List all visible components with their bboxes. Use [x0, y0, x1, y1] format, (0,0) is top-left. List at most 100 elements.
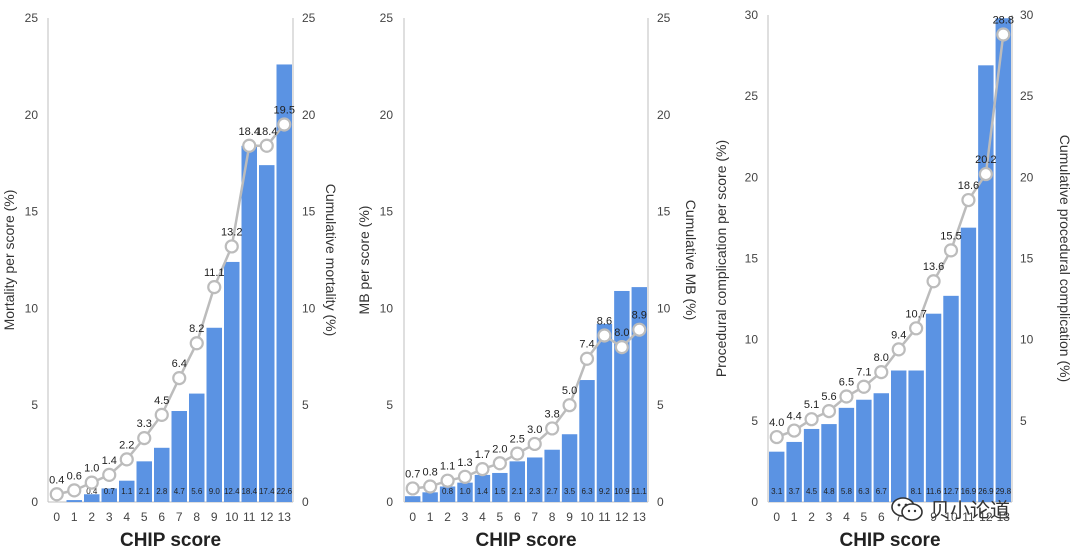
- bar: [66, 500, 82, 502]
- bar: [189, 393, 205, 502]
- y-tick-label: 15: [380, 205, 394, 219]
- y2-tick-label: 20: [657, 108, 671, 122]
- x-tick-label: 7: [895, 510, 902, 524]
- bar: [492, 472, 508, 502]
- cumulative-point: [821, 403, 837, 419]
- x-tick-label: 8: [549, 510, 556, 524]
- cumulative-point: [224, 239, 239, 254]
- bar-value-label: 2.1: [512, 487, 524, 496]
- cumulative-value-label: 19.5: [274, 104, 295, 116]
- bar: [908, 370, 924, 502]
- x-tick-label: 5: [497, 510, 504, 524]
- y2-tick-label: 20: [1020, 170, 1034, 184]
- y2-tick-label: 15: [657, 205, 671, 219]
- cumulative-value-label: 1.7: [475, 449, 490, 461]
- cumulative-point: [102, 467, 117, 482]
- x-tick-label: 12: [260, 510, 274, 524]
- y2-tick-label: 25: [1020, 89, 1034, 103]
- bar: [544, 449, 560, 502]
- y2-tick-label: 15: [1020, 252, 1034, 266]
- bar-value-label: 3.5: [564, 487, 576, 496]
- bar-value-label: 12.4: [224, 487, 240, 496]
- cumulative-point: [943, 243, 959, 258]
- x-tick-label: 0: [409, 510, 416, 524]
- bar: [171, 411, 187, 502]
- bar: [241, 145, 257, 502]
- bar-value-label: 8.1: [911, 487, 923, 496]
- x-tick-label: 10: [944, 510, 958, 524]
- x-tick-label: 4: [479, 510, 486, 524]
- cumulative-value-label: 1.3: [457, 457, 472, 469]
- bar-value-label: 6.3: [581, 487, 593, 496]
- cumulative-point: [154, 407, 169, 422]
- bar-value-label: 5.6: [191, 487, 203, 496]
- watermark-text: 贝小论道: [930, 498, 1010, 522]
- cumulative-point: [510, 446, 525, 461]
- cumulative-point: [856, 379, 871, 394]
- bar: [259, 165, 275, 503]
- bar: [631, 287, 647, 502]
- bar: [579, 380, 595, 502]
- bar: [84, 494, 100, 502]
- cumulative-value-label: 6.5: [839, 376, 854, 388]
- y-tick-label: 25: [380, 11, 394, 25]
- cumulative-value-label: 1.4: [102, 455, 117, 467]
- x-tick-label: 1: [71, 510, 78, 524]
- bar-value-label: 29.8: [995, 487, 1011, 496]
- cumulative-point: [84, 475, 99, 490]
- x-tick-label: 13: [997, 510, 1011, 524]
- x-tick-label: 5: [141, 510, 148, 524]
- x-tick-label: 9: [566, 510, 573, 524]
- cumulative-value-label: 8.2: [189, 323, 204, 335]
- cumulative-point: [839, 389, 854, 404]
- cumulative-point: [207, 280, 222, 295]
- x-tick-label: 2: [808, 510, 815, 524]
- cumulative-point: [527, 436, 542, 452]
- x-tick-label: 3: [462, 510, 469, 524]
- cumulative-value-label: 8.0: [874, 352, 889, 364]
- cumulative-point: [996, 27, 1011, 42]
- x-tick-label: 7: [176, 510, 183, 524]
- cumulative-value-label: 18.4: [256, 126, 277, 138]
- bar-value-label: 12.7: [943, 487, 959, 496]
- bar: [206, 327, 222, 502]
- bar-value-label: 22.6: [276, 487, 292, 496]
- cumulative-point: [891, 342, 906, 357]
- x-tick-label: 3: [826, 510, 833, 524]
- y-tick-label: 15: [25, 205, 39, 219]
- y2-tick-label: 10: [1020, 333, 1034, 347]
- bar-value-label: 2.1: [139, 487, 151, 496]
- x-tick-label: 11: [243, 510, 256, 524]
- bar-value-label: 10.9: [614, 487, 630, 496]
- cumulative-value-label: 4.4: [786, 411, 801, 423]
- y-tick-label: 25: [745, 89, 759, 103]
- bar: [561, 434, 578, 502]
- bar-value-label: 26.9: [978, 487, 994, 496]
- cumulative-point: [475, 461, 490, 477]
- cumulative-point: [67, 483, 82, 498]
- y-tick-label: 25: [25, 11, 39, 25]
- bar-value-label: 3.7: [789, 487, 801, 496]
- x-tick-label: 13: [278, 510, 292, 524]
- bar-value-label: 1.4: [477, 487, 489, 496]
- cumulative-point: [172, 370, 187, 386]
- y2-tick-label: 30: [1020, 8, 1034, 22]
- y-tick-label: 5: [386, 398, 393, 412]
- cumulative-value-label: 3.8: [544, 408, 559, 420]
- bar-value-label: 9.2: [599, 487, 611, 496]
- bar: [457, 482, 473, 502]
- y-axis-title: Procedural complication per score (%): [713, 140, 729, 377]
- x-tick-label: 0: [53, 510, 60, 524]
- cumulative-value-label: 2.2: [119, 439, 134, 451]
- bar-value-label: 0.8: [442, 487, 454, 496]
- cumulative-value-label: 0.4: [49, 474, 64, 486]
- cumulative-point: [614, 340, 629, 355]
- cumulative-point: [632, 322, 647, 337]
- cumulative-point: [49, 487, 64, 502]
- cumulative-point: [978, 166, 993, 182]
- y-tick-label: 5: [31, 398, 38, 412]
- bar-value-label: 4.5: [806, 487, 818, 496]
- bar: [119, 480, 135, 502]
- bar-value-label: 4.8: [823, 487, 835, 496]
